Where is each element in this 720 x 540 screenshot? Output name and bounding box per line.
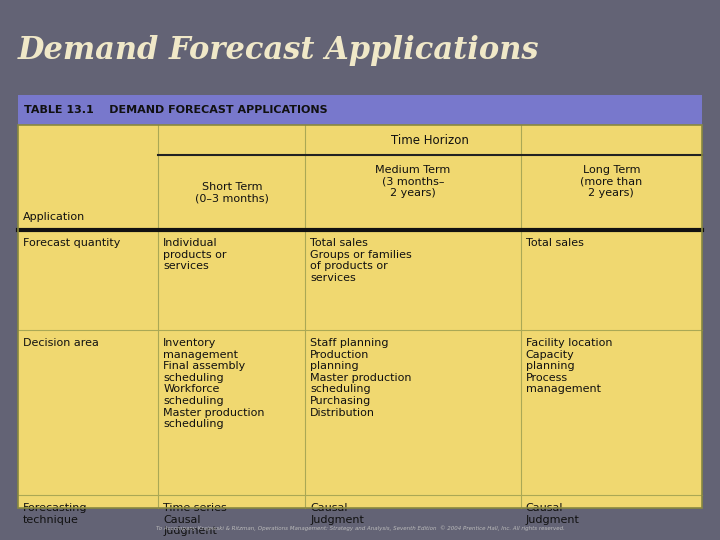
Text: Causal
Judgment: Causal Judgment (526, 503, 580, 524)
Text: Time Horizon: Time Horizon (391, 134, 469, 147)
Text: Short Term
(0–3 months): Short Term (0–3 months) (195, 181, 269, 203)
Text: Individual
products or
services: Individual products or services (163, 238, 227, 271)
Text: Long Term
(more than
2 years): Long Term (more than 2 years) (580, 165, 642, 198)
Text: Medium Term
(3 months–
2 years): Medium Term (3 months– 2 years) (375, 165, 451, 198)
Bar (18, 125, 702, 508)
Text: Causal
Judgment: Causal Judgment (310, 503, 364, 524)
Text: Forecast quantity: Forecast quantity (23, 238, 120, 248)
Text: TABLE 13.1    DEMAND FORECAST APPLICATIONS: TABLE 13.1 DEMAND FORECAST APPLICATIONS (24, 105, 328, 115)
Text: Decision area: Decision area (23, 338, 99, 348)
Text: Total sales: Total sales (526, 238, 584, 248)
Bar (18, 95, 702, 125)
Text: Application: Application (23, 212, 85, 222)
Text: To Accompany Krajewski & Ritzman, Operations Management: Strategy and Analysis, : To Accompany Krajewski & Ritzman, Operat… (156, 525, 564, 531)
Text: Staff planning
Production
planning
Master production
scheduling
Purchasing
Distr: Staff planning Production planning Maste… (310, 338, 412, 417)
Text: Forecasting
technique: Forecasting technique (23, 503, 88, 524)
Text: Facility location
Capacity
planning
Process
management: Facility location Capacity planning Proc… (526, 338, 612, 394)
Text: Total sales
Groups or families
of products or
services: Total sales Groups or families of produc… (310, 238, 412, 283)
Bar (18, 125, 702, 508)
Text: Time series
Causal
Judgment: Time series Causal Judgment (163, 503, 227, 536)
Text: Demand Forecast Applications: Demand Forecast Applications (18, 35, 539, 65)
Text: Inventory
management
Final assembly
scheduling
Workforce
scheduling
Master produ: Inventory management Final assembly sche… (163, 338, 265, 429)
